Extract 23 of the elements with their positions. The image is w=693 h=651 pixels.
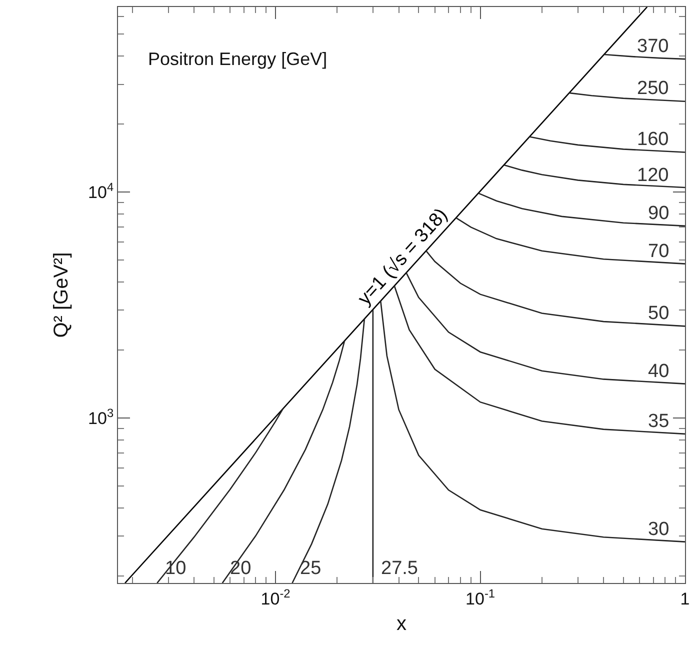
series-label: 120	[637, 165, 669, 186]
x-axis-title: x	[396, 612, 406, 635]
series-label: 250	[637, 78, 669, 99]
series-label: 370	[637, 36, 669, 57]
series-label: 20	[230, 558, 252, 579]
text: y=1 (√s = 318)	[354, 204, 452, 310]
annotation: Positron Energy [GeV]	[148, 49, 328, 69]
series-label: 30	[648, 519, 670, 540]
x-tick-label: 10$^{-2}$	[260, 586, 291, 608]
series-label: 40	[648, 361, 670, 382]
y-tick-label: 10$^{4}$	[88, 180, 114, 202]
y-axis-title: Q² [GeV²]	[50, 252, 73, 338]
y-tick-label: 10$^{3}$	[88, 406, 114, 428]
series-label: 90	[648, 203, 670, 224]
series-label: 50	[648, 303, 670, 324]
x-tick-label: 1	[680, 589, 690, 608]
series-label: 25	[300, 558, 322, 579]
series-label: 10	[165, 558, 186, 579]
series-label: 160	[637, 129, 669, 150]
series-label: 35	[648, 411, 670, 432]
x-tick-label: 10$^{-1}$	[466, 586, 496, 608]
series-label: 70	[648, 241, 670, 262]
series-label: 27.5	[381, 558, 418, 579]
